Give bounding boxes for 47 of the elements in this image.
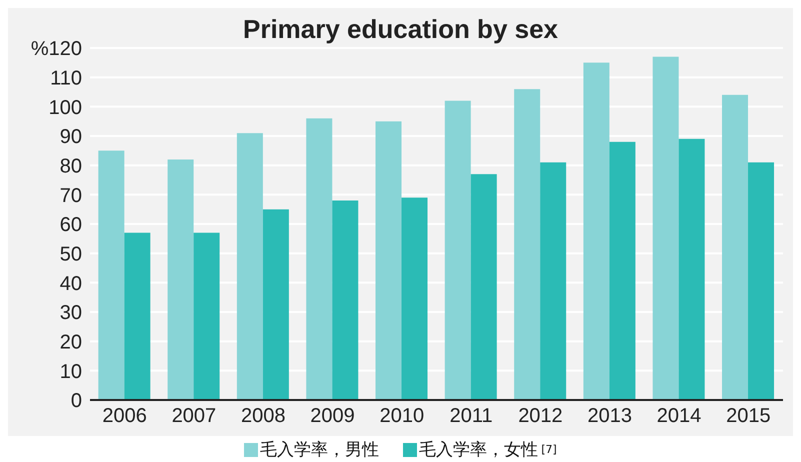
x-tick-label: 2015 bbox=[726, 405, 771, 428]
x-tick-label: 2007 bbox=[172, 405, 216, 428]
x-tick-label: 2009 bbox=[310, 405, 355, 428]
y-tick-label: 50 bbox=[60, 243, 82, 266]
x-tick-label: 2006 bbox=[102, 405, 147, 428]
bar bbox=[609, 142, 636, 400]
bar bbox=[306, 118, 332, 400]
x-tick-label: 2012 bbox=[518, 405, 563, 428]
y-tick-label: 40 bbox=[60, 272, 82, 295]
y-tick-label: 100 bbox=[48, 96, 82, 119]
legend-label: 毛入学率，男性 bbox=[259, 439, 380, 461]
x-tick-label: 2008 bbox=[241, 405, 286, 428]
bar bbox=[168, 159, 194, 400]
bar bbox=[98, 150, 124, 400]
bar bbox=[514, 89, 540, 400]
y-tick-label: 0 bbox=[70, 390, 82, 412]
y-tick-label: 80 bbox=[60, 155, 82, 178]
bar bbox=[124, 232, 150, 400]
bar bbox=[470, 174, 497, 400]
bar bbox=[748, 162, 774, 400]
bar bbox=[402, 198, 428, 400]
y-tick-label: 110 bbox=[50, 67, 82, 90]
y-tick-label: 20 bbox=[60, 331, 82, 354]
y-tick-label: 70 bbox=[60, 184, 82, 207]
bar bbox=[583, 62, 610, 400]
bar bbox=[262, 209, 289, 400]
bar bbox=[332, 200, 358, 400]
bar bbox=[652, 56, 679, 400]
bar bbox=[678, 138, 705, 400]
x-tick-label: 2014 bbox=[656, 405, 702, 428]
bar bbox=[236, 133, 263, 400]
x-tick-label: 2011 bbox=[450, 405, 493, 428]
y-tick-label: %120 bbox=[30, 38, 82, 60]
legend-label: 毛入学率，女性 bbox=[419, 440, 538, 460]
y-tick-label: 90 bbox=[60, 126, 82, 148]
x-tick-label: 2010 bbox=[380, 405, 424, 428]
y-tick-label: 10 bbox=[60, 360, 82, 383]
text: [7] bbox=[541, 443, 557, 456]
bar bbox=[722, 94, 748, 400]
y-tick-label: 60 bbox=[60, 214, 82, 236]
bar bbox=[444, 100, 471, 400]
bar bbox=[194, 232, 220, 400]
x-tick-label: 2013 bbox=[588, 405, 632, 428]
chart-title: Primary education by sex bbox=[242, 14, 558, 44]
y-tick-label: 30 bbox=[60, 302, 82, 324]
bar bbox=[540, 162, 566, 400]
bar bbox=[376, 121, 402, 400]
